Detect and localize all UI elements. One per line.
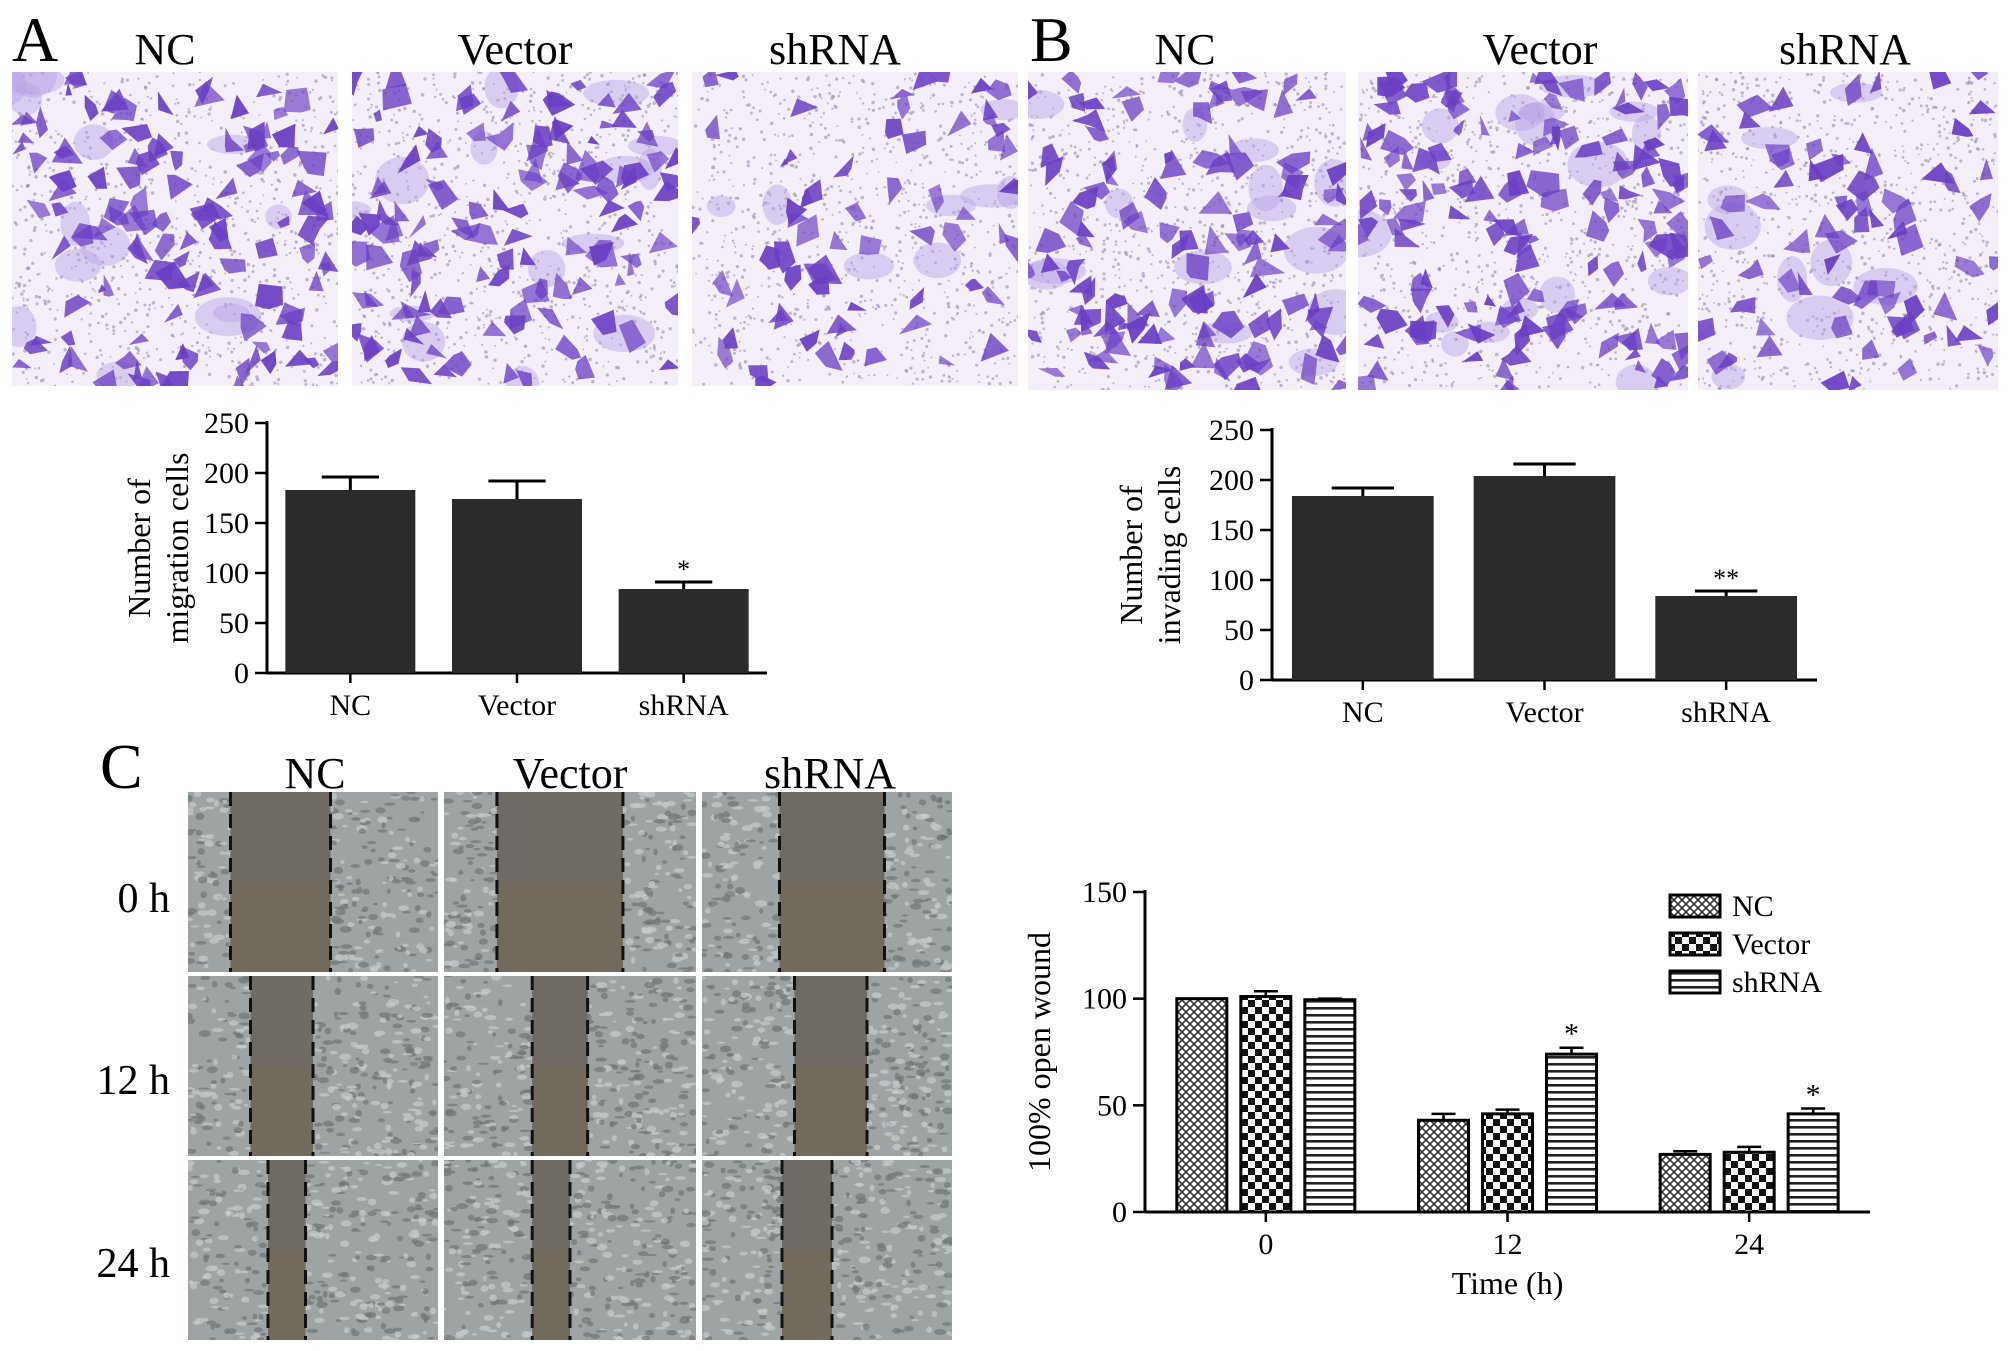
panel-c-row-24h: 24 h [96,1241,171,1287]
panel-b-micrograph-vector [1358,72,1688,390]
y-tick-label: 150 [1209,514,1254,547]
wound-shrna-24h [702,1160,952,1340]
y-tick-label: 150 [204,507,249,540]
panel-letter-a: A [12,4,59,75]
y-axis-label: Number of [1115,485,1149,625]
legend-label: NC [1732,890,1774,923]
panel-a-micrograph-shrna [692,72,1018,386]
wound-nc-0h [188,792,438,972]
y-tick-label: 0 [1239,664,1254,697]
panel-c-row-12h: 12 h [96,1058,171,1104]
bar [1303,998,1357,1214]
y-tick-label: 250 [1209,414,1254,447]
y-tick-label: 150 [1082,876,1127,909]
bar [1658,1152,1712,1214]
y-tick-label: 0 [234,657,249,690]
migration-bar-chart: 0 50 100 150 200 250 Number of migration cells N… [121,407,767,722]
panel-a-label-vector: Vector [457,25,573,74]
invasion-bar-chart: 0 50 100 150 200 250 Number of invading cells NC… [1115,414,1817,729]
legend-label: Vector [1732,928,1810,961]
bar [1655,596,1798,680]
bar [1291,496,1434,680]
x-tick-label: Vector [478,689,556,722]
panel-b-micrograph-shrna [1698,72,1998,390]
panel-b-label-nc: NC [1154,25,1216,74]
significance-label: * [1564,1018,1579,1051]
bar [1473,476,1616,680]
x-tick-label: shRNA [1681,696,1771,729]
x-tick-label: 24 [1734,1228,1764,1261]
wound-nc-24h [188,1160,438,1340]
panel-a-micrograph-vector [352,72,678,386]
x-tick-label: NC [329,689,371,722]
wound-vector-12h [444,976,696,1156]
legend-label: shRNA [1732,966,1822,999]
y-tick-label: 200 [204,457,249,490]
wound-shrna-0h [702,792,952,972]
y-axis-label: migration cells [159,452,195,643]
legend-swatch [1668,931,1722,957]
panel-b-label-shrna: shRNA [1778,25,1912,74]
y-tick-label: 200 [1209,464,1254,497]
significance-label: ** [1713,564,1739,593]
x-tick-label: Vector [1505,696,1583,729]
significance-label: * [1806,1079,1821,1112]
bar [618,589,749,673]
panel-a-label-nc: NC [134,25,196,74]
bar [1545,1052,1598,1214]
panel-b-label-vector: Vector [1482,25,1598,74]
panel-c-row-0h: 0 h [117,876,171,922]
panel-a-micrograph-nc [12,72,338,386]
wound-vector-0h [444,792,696,972]
bar [1175,997,1229,1214]
panel-b-micrograph-nc [1028,72,1346,390]
y-tick-label: 100 [1082,983,1127,1016]
x-tick-label: shRNA [639,689,729,722]
panel-letter-b: B [1030,4,1073,75]
wound-vector-24h [444,1160,696,1340]
y-tick-label: 0 [1112,1196,1127,1229]
significance-label: * [677,555,690,584]
y-tick-label: 50 [1097,1089,1127,1122]
y-tick-label: 50 [1224,614,1254,647]
x-tick-label: 0 [1258,1228,1273,1261]
panel-c-label-shrna: shRNA [763,749,897,798]
bar [285,490,416,673]
legend-swatch [1668,969,1722,995]
panel-c-label-vector: Vector [512,749,628,798]
y-tick-label: 50 [219,607,249,640]
wound-nc-12h [188,976,438,1156]
y-tick-label: 100 [204,557,249,590]
x-axis-label: Time (h) [1452,1265,1564,1300]
y-axis-label: invading cells [1151,466,1187,645]
bar [1786,1112,1840,1214]
bar [1722,1150,1776,1214]
bar [1239,995,1293,1214]
bar [452,499,582,673]
wound-shrna-12h [702,976,952,1156]
x-tick-label: 12 [1493,1228,1523,1261]
y-axis-label: 100% open wound [1021,932,1057,1172]
y-axis-label: Number of [121,478,157,618]
panel-a-label-shrna: shRNA [768,25,902,74]
bar [1417,1118,1470,1214]
y-tick-label: 250 [204,407,249,440]
wound-bar-chart: 0 50 100 150 100% open wound 0 * 12 * 24 Time (h) N… [1021,876,1870,1300]
y-tick-label: 100 [1209,564,1254,597]
bar [1481,1112,1534,1214]
x-tick-label: NC [1342,696,1384,729]
panel-c-label-nc: NC [284,749,346,798]
panel-letter-c: C [100,731,143,802]
legend-swatch [1668,893,1722,919]
